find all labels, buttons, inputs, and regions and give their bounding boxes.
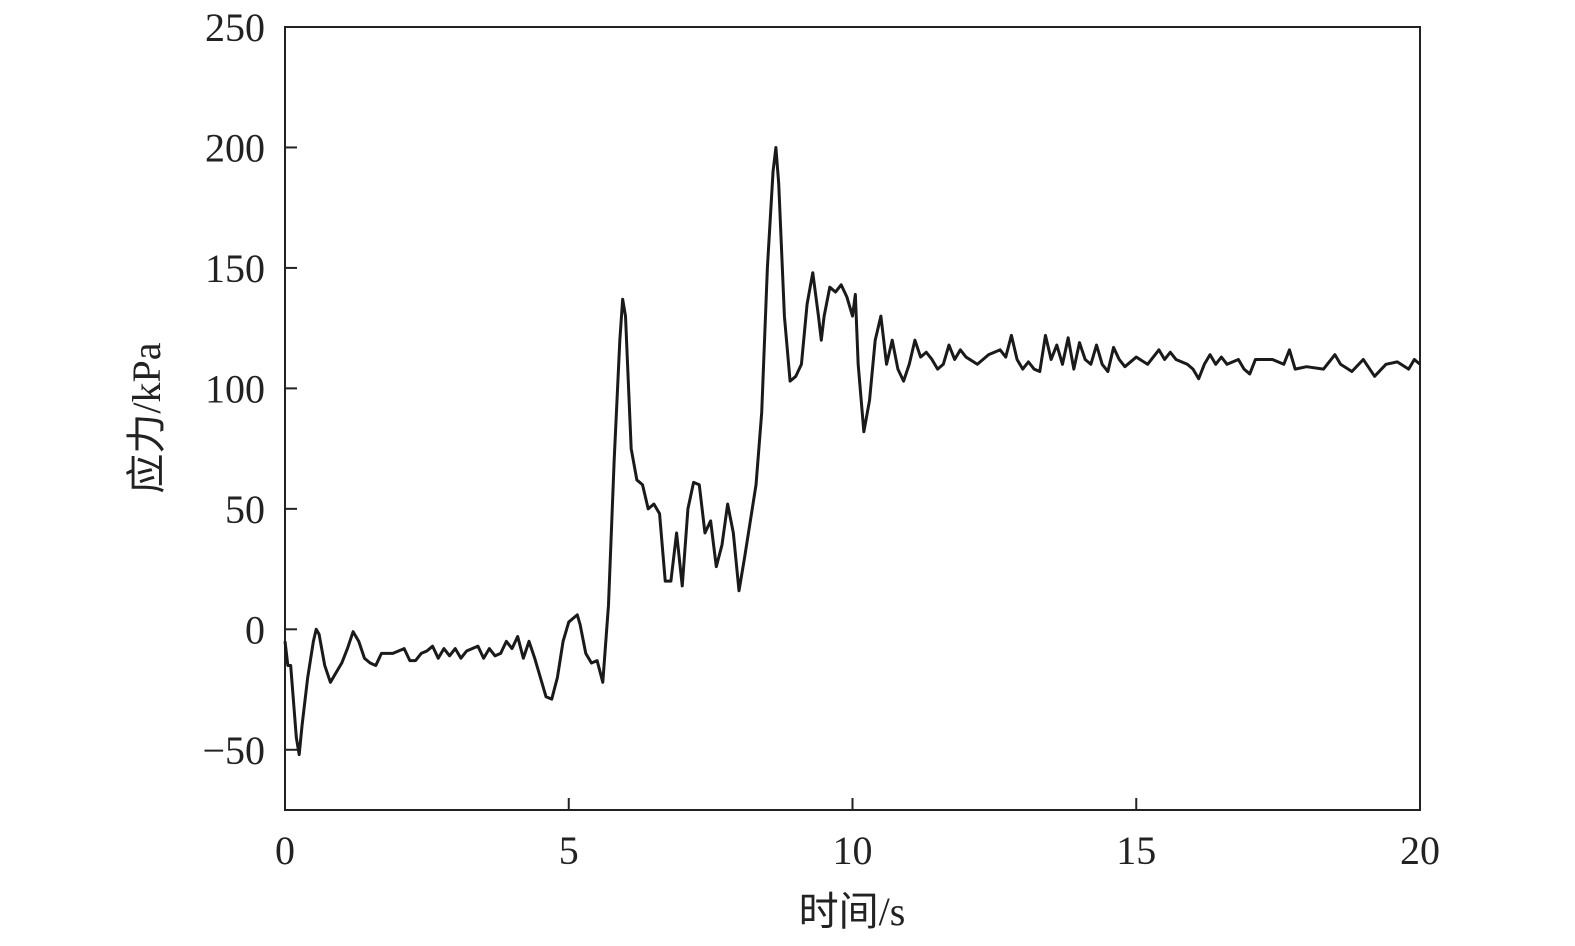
y-tick-label: 200 [205,125,265,170]
y-tick-label: 100 [205,366,265,411]
x-tick-label: 5 [559,828,579,873]
y-axis-label: 应力/kPa [124,342,169,493]
data-line [283,145,1421,757]
x-tick-label: 0 [275,828,295,873]
y-tick-label: 50 [225,487,265,532]
x-tick-label: 15 [1116,828,1156,873]
plot-frame [284,26,1421,811]
x-tick-label: 10 [833,828,873,873]
y-tick-label: 250 [205,5,265,50]
y-tick-label: 150 [205,246,265,291]
y-tick-label: −50 [202,728,265,773]
x-axis-label: 时间/s [799,889,906,934]
x-tick-label: 20 [1400,828,1440,873]
y-tick-label: 0 [245,607,265,652]
